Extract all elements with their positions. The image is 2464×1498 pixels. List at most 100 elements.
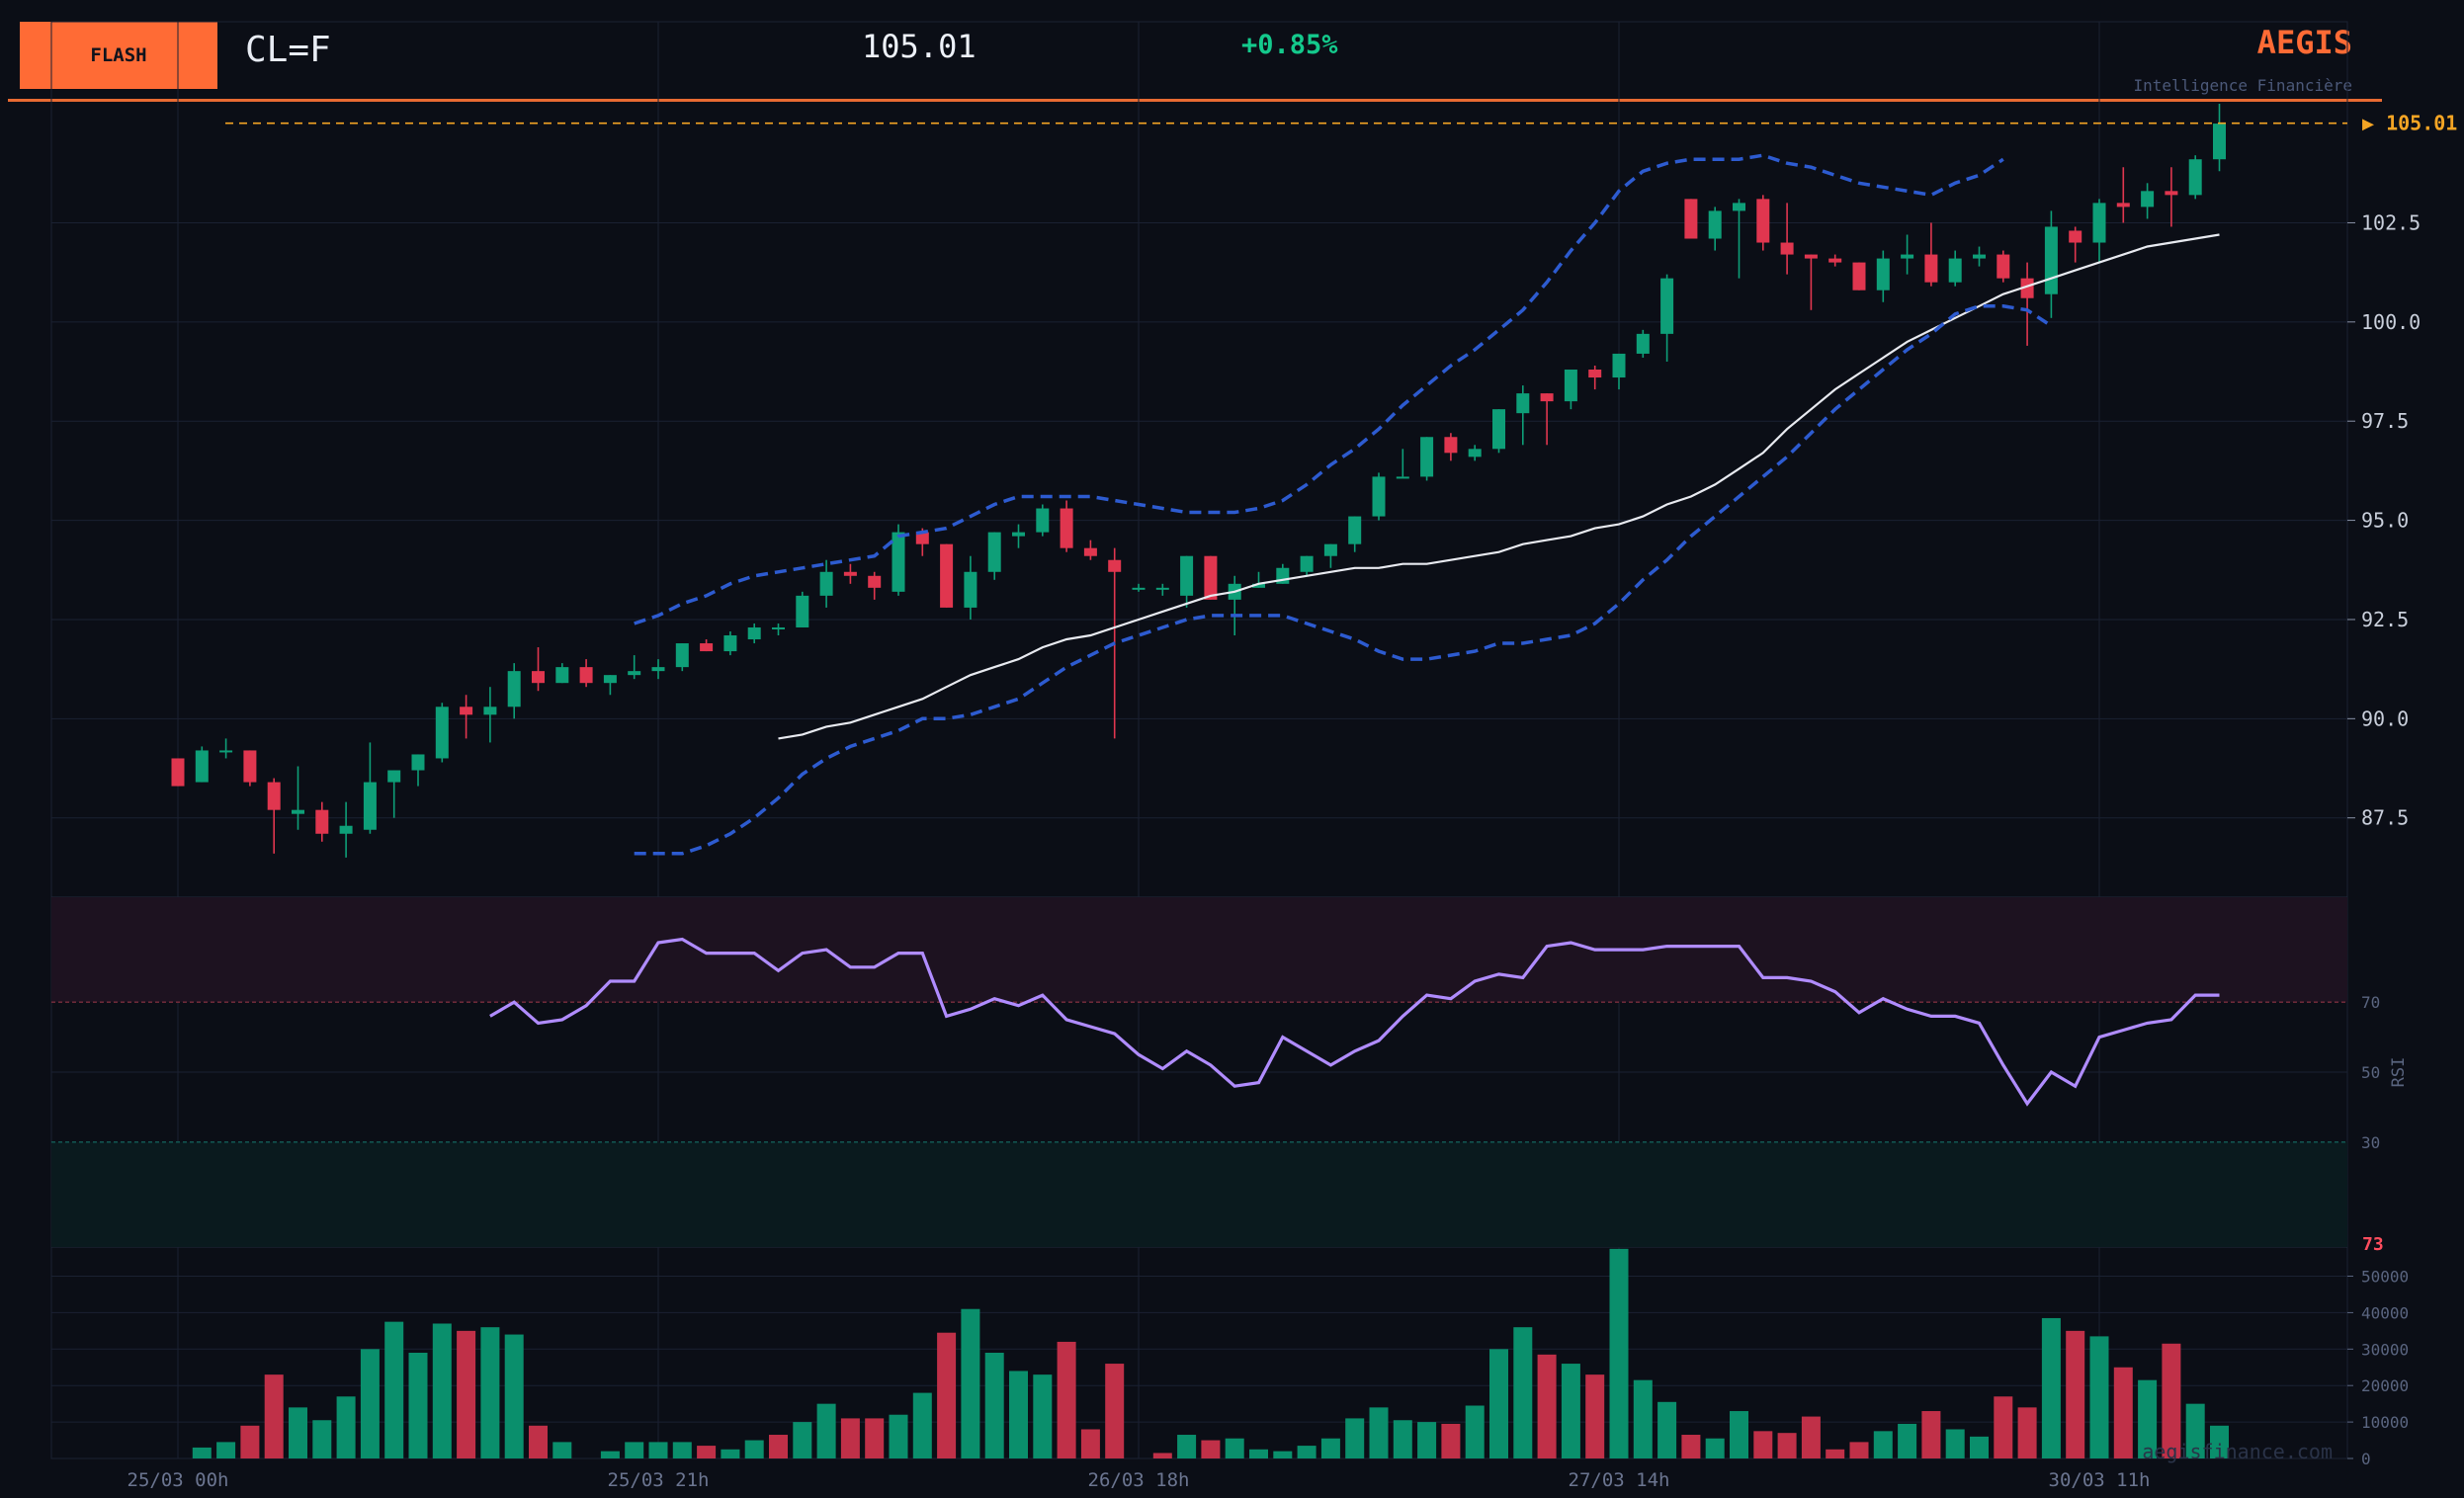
candle-body [532,671,545,684]
candle-body [1901,254,1914,259]
volume-bar [889,1414,908,1458]
price-tick-label: 92.5 [2361,608,2409,631]
candle-body [1060,508,1073,548]
rsi-axis-label: RSI [2389,1057,2409,1088]
candle-body [1708,210,1722,239]
x-tick-label: 26/03 18h [1088,1469,1190,1491]
candle-body [1540,393,1554,402]
flash-badge[interactable]: FLASH [20,22,217,89]
candle-body [940,543,954,608]
watermark: aegisfinance.com [2142,1440,2333,1463]
volume-bar [1273,1451,1293,1458]
volume-bar [912,1392,932,1458]
volume-bar [1105,1364,1125,1458]
candle-body [987,532,1001,572]
volume-bar [336,1396,356,1458]
price-tick-label: 100.0 [2361,310,2421,334]
volume-bar [1152,1453,1172,1458]
rsi-tick-label: 70 [2361,993,2380,1012]
candle-body [1083,547,1097,556]
x-tick-label: 30/03 11h [2049,1469,2151,1491]
price-tick-label: 90.0 [2361,707,2409,730]
candle-body [1876,258,1890,291]
candle-body [1444,437,1458,454]
volume-bar [1730,1411,1748,1458]
candle-body [1997,254,2010,279]
volume-bar [1609,1248,1629,1458]
candle-body [2165,191,2178,196]
rsi-oversold-zone [51,1141,2347,1247]
candle-body [1973,254,1986,259]
volume-bar [2185,1403,2205,1458]
candle-body [1372,476,1386,517]
candle-body [796,595,809,627]
candle-body [1516,393,1530,414]
volume-bar [1801,1416,1821,1458]
volume-bar [408,1353,428,1458]
volume-tick-label: 20000 [2361,1376,2409,1395]
volume-bar [529,1425,548,1458]
volume-bar [721,1449,740,1458]
bollinger-upper [634,153,2004,625]
volume-bar [1849,1442,1869,1458]
volume-bar [2210,1425,2229,1458]
volume-bar [1513,1327,1533,1458]
candle-body [1924,254,1938,283]
price-tick-label: 102.5 [2361,210,2421,234]
candle-body [2116,203,2130,208]
candle-body [1636,333,1650,354]
candle-body [1132,587,1146,590]
volume-bar [264,1374,284,1458]
candle-body [964,571,977,608]
volume-bar [1681,1435,1701,1458]
price-tick-label: 97.5 [2361,409,2409,433]
candle-body [555,667,569,684]
candle-body [267,782,281,810]
candle-body [1660,278,1674,334]
volume-bar [1537,1354,1557,1458]
candle-body [1155,587,1169,590]
candle-body [1348,516,1362,544]
candle-body [1492,409,1505,450]
candle-body [2188,159,2202,196]
candle-body [1036,508,1050,533]
volume-bar [1393,1420,1412,1458]
volume-bar [480,1327,500,1458]
volume-bar [937,1332,957,1458]
volume-bar [2138,1379,2158,1458]
volume-bar [1033,1374,1053,1458]
volume-bar [457,1330,476,1458]
candle-body [2213,124,2226,160]
volume-bar [2017,1407,2037,1458]
candle-body [2069,230,2082,243]
candle-body [1756,199,1770,243]
volume-bar [2089,1336,2109,1458]
candle-body [387,770,401,783]
candle-body [219,750,233,753]
candle-body [675,643,689,668]
candle-body [1804,254,1818,259]
candle-body [1323,543,1337,556]
volume-bar [961,1308,980,1458]
candle-body [747,626,761,640]
candle-body [1180,555,1194,596]
candle-body [483,707,497,715]
volume-bar [289,1407,307,1458]
volume-bar [1945,1429,1965,1458]
volume-bar [1465,1405,1485,1458]
volume-bar [1320,1438,1340,1458]
volume-bar [1080,1429,1100,1458]
price-tick-label: 95.0 [2361,509,2409,533]
volume-bar [840,1418,860,1458]
candle-body [651,667,665,672]
candle-body [843,571,857,576]
candle-body [363,782,377,830]
volume-bar [625,1442,644,1458]
rsi-tick-label: 50 [2361,1063,2380,1082]
volume-bar [432,1323,452,1458]
candle-body [1948,258,1962,283]
volume-bar [1417,1422,1437,1458]
candle-body [1588,370,1602,378]
candle-body [460,707,473,715]
sma-line [778,233,2220,740]
